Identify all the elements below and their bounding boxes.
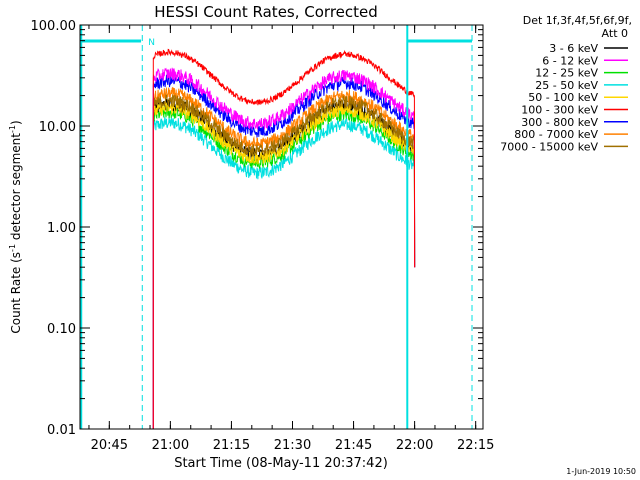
footer-timestamp: 1-Jun-2019 10:50 (566, 467, 636, 476)
chart-title: HESSI Count Rates, Corrected (154, 3, 378, 21)
legend: Det 1f,3f,4f,5f,6f,9f, Att 0 3 - 6 keV6 … (500, 14, 632, 153)
x-tick-label: 21:45 (335, 438, 372, 453)
legend-label: 50 - 100 keV (528, 91, 598, 104)
series-line (152, 48, 416, 429)
legend-label: 6 - 12 keV (542, 54, 598, 67)
x-tick-label: 21:15 (213, 438, 250, 453)
marker-layer: N (80, 25, 473, 429)
y-tick-label: 0.01 (47, 423, 76, 438)
y-tick-label: 100.00 (31, 19, 77, 34)
series-line (152, 67, 416, 429)
x-tick-label: 21:30 (274, 438, 311, 453)
legend-label: 12 - 25 keV (535, 67, 598, 80)
series-layer (152, 48, 416, 429)
legend-header-line-1: Det 1f,3f,4f,5f,6f,9f, (523, 14, 632, 27)
legend-header-line-2: Att 0 (602, 27, 628, 40)
x-tick-label: 22:00 (396, 438, 433, 453)
x-axis-label: Start Time (08-May-11 20:37:42) (174, 456, 388, 471)
legend-label: 800 - 7000 keV (514, 128, 598, 141)
y-tick-label: 0.10 (47, 322, 76, 337)
legend-label: 7000 - 15000 keV (500, 140, 598, 153)
x-tick-label: 22:15 (457, 438, 494, 453)
series-line (152, 93, 416, 429)
series-line (152, 106, 416, 429)
y-axis: 100.00 10.00 1.00 0.10 0.01 (31, 19, 483, 438)
series-line (152, 116, 416, 429)
legend-label: 3 - 6 keV (549, 42, 598, 55)
attenuator-marker-label: N (148, 38, 155, 48)
legend-label: 300 - 800 keV (521, 116, 598, 129)
x-tick-label: 21:00 (152, 438, 189, 453)
x-axis: 20:45 21:00 21:15 21:30 21:45 22:00 22:15 (88, 25, 494, 453)
series-line (152, 97, 416, 429)
y-tick-label: 10.00 (39, 120, 76, 135)
legend-label: 100 - 300 keV (521, 104, 598, 117)
series-line (152, 101, 416, 429)
x-tick-label: 20:45 (91, 438, 128, 453)
plot-frame (79, 24, 484, 430)
y-axis-label: Count Rate (s-1 detector segment-1) (8, 120, 23, 333)
y-tick-label: 1.00 (47, 221, 76, 236)
series-line (152, 86, 416, 429)
legend-label: 25 - 50 keV (535, 79, 598, 92)
